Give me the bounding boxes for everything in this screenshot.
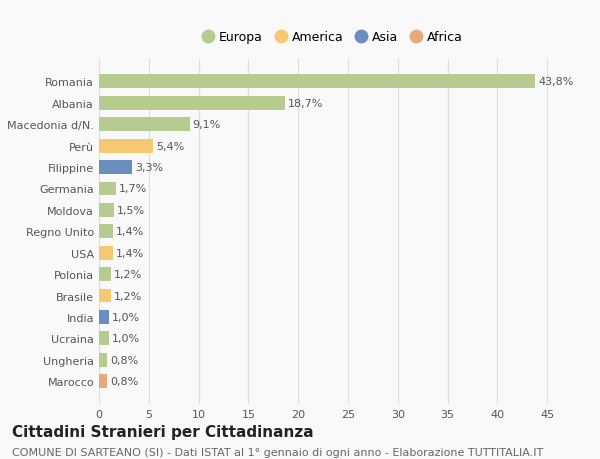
Bar (99, 332, 109, 346)
Bar (99, 353, 107, 367)
Bar (99, 118, 190, 132)
Text: 18,7%: 18,7% (288, 99, 323, 109)
Text: 5,4%: 5,4% (156, 141, 184, 151)
Text: COMUNE DI SARTEANO (SI) - Dati ISTAT al 1° gennaio di ogni anno - Elaborazione T: COMUNE DI SARTEANO (SI) - Dati ISTAT al … (12, 448, 543, 458)
Bar (99, 140, 153, 153)
Bar (99, 375, 107, 388)
Text: 1,4%: 1,4% (116, 248, 144, 258)
Bar (99, 246, 113, 260)
Bar (99, 289, 111, 303)
Text: 3,3%: 3,3% (135, 163, 163, 173)
Text: 1,7%: 1,7% (119, 184, 147, 194)
Text: 1,2%: 1,2% (114, 269, 142, 280)
Bar (99, 268, 111, 281)
Bar (99, 75, 535, 89)
Text: 9,1%: 9,1% (193, 120, 221, 130)
Text: 1,4%: 1,4% (116, 227, 144, 237)
Bar (99, 97, 285, 111)
Bar (99, 182, 116, 196)
Text: 1,0%: 1,0% (112, 312, 140, 322)
Legend: Europa, America, Asia, Africa: Europa, America, Asia, Africa (200, 28, 466, 46)
Bar (99, 225, 113, 239)
Bar (99, 310, 109, 324)
Text: 43,8%: 43,8% (538, 77, 574, 87)
Text: 1,0%: 1,0% (112, 334, 140, 344)
Text: 1,2%: 1,2% (114, 291, 142, 301)
Text: Cittadini Stranieri per Cittadinanza: Cittadini Stranieri per Cittadinanza (12, 425, 314, 440)
Bar (99, 161, 132, 175)
Text: 0,8%: 0,8% (110, 355, 138, 365)
Bar (99, 203, 114, 218)
Text: 0,8%: 0,8% (110, 376, 138, 386)
Text: 1,5%: 1,5% (117, 206, 145, 215)
